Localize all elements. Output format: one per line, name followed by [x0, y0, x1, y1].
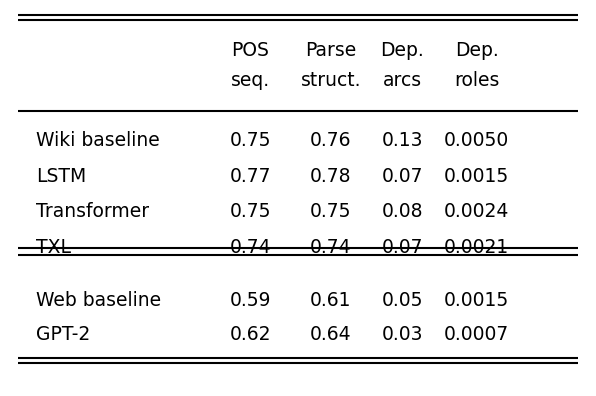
Text: 0.76: 0.76: [310, 131, 352, 150]
Text: 0.75: 0.75: [229, 202, 271, 221]
Text: 0.62: 0.62: [229, 325, 271, 344]
Text: 0.0050: 0.0050: [444, 131, 510, 150]
Text: 0.08: 0.08: [381, 202, 423, 221]
Text: 0.74: 0.74: [310, 238, 352, 257]
Text: Dep.: Dep.: [455, 41, 499, 60]
Text: 0.78: 0.78: [310, 167, 352, 186]
Text: Dep.: Dep.: [380, 41, 424, 60]
Text: 0.0015: 0.0015: [444, 167, 510, 186]
Text: roles: roles: [454, 71, 499, 89]
Text: Wiki baseline: Wiki baseline: [36, 131, 160, 150]
Text: 0.05: 0.05: [381, 291, 423, 310]
Text: 0.75: 0.75: [229, 131, 271, 150]
Text: 0.07: 0.07: [381, 167, 423, 186]
Text: 0.13: 0.13: [381, 131, 423, 150]
Text: 0.61: 0.61: [310, 291, 352, 310]
Text: POS: POS: [231, 41, 269, 60]
Text: struct.: struct.: [300, 71, 361, 89]
Text: 0.74: 0.74: [229, 238, 271, 257]
Text: 0.07: 0.07: [381, 238, 423, 257]
Text: arcs: arcs: [383, 71, 422, 89]
Text: TXL: TXL: [36, 238, 71, 257]
Text: 0.0024: 0.0024: [444, 202, 510, 221]
Text: 0.0021: 0.0021: [444, 238, 510, 257]
Text: 0.59: 0.59: [229, 291, 271, 310]
Text: 0.75: 0.75: [310, 202, 352, 221]
Text: Transformer: Transformer: [36, 202, 149, 221]
Text: 0.0015: 0.0015: [444, 291, 510, 310]
Text: 0.03: 0.03: [381, 325, 423, 344]
Text: Parse: Parse: [305, 41, 356, 60]
Text: GPT-2: GPT-2: [36, 325, 90, 344]
Text: 0.77: 0.77: [229, 167, 271, 186]
Text: 0.64: 0.64: [310, 325, 352, 344]
Text: seq.: seq.: [231, 71, 270, 89]
Text: 0.0007: 0.0007: [444, 325, 510, 344]
Text: LSTM: LSTM: [36, 167, 86, 186]
Text: Web baseline: Web baseline: [36, 291, 161, 310]
